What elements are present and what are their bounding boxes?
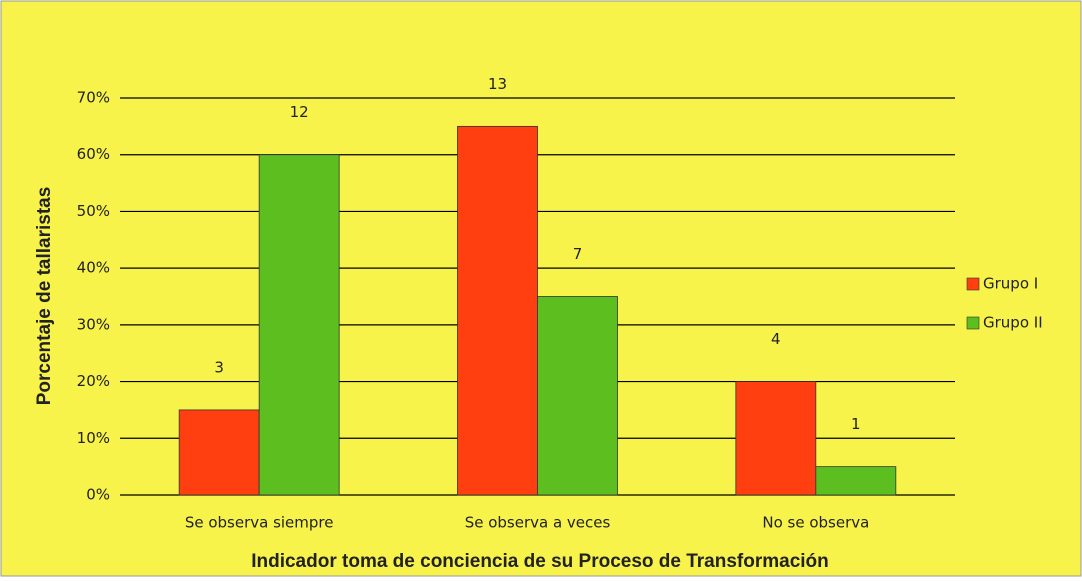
data-label: 12 xyxy=(290,103,309,121)
bar xyxy=(735,381,817,496)
legend-swatch xyxy=(966,316,980,330)
legend-label: Grupo II xyxy=(983,314,1043,332)
x-tick-label: Se observa siempre xyxy=(185,514,334,532)
y-tick-label: 40% xyxy=(77,259,110,277)
bar xyxy=(457,125,538,496)
legend-swatch xyxy=(966,277,980,291)
x-tick-label: No se observa xyxy=(762,514,869,532)
data-label: 3 xyxy=(214,358,224,376)
x-axis-title: Indicador toma de conciencia de su Proce… xyxy=(251,551,829,572)
legend-label: Grupo I xyxy=(983,275,1038,293)
data-label: 7 xyxy=(573,245,583,263)
y-tick-label: 0% xyxy=(86,486,110,504)
y-tick-label: 10% xyxy=(77,429,110,447)
bar xyxy=(537,296,618,496)
y-axis-title: Porcentaje de tallaristas xyxy=(34,187,55,406)
data-label: 1 xyxy=(851,415,861,433)
data-label: 13 xyxy=(488,75,507,93)
y-tick-label: 60% xyxy=(77,145,110,163)
bar xyxy=(258,154,340,496)
y-tick-label: 30% xyxy=(77,315,110,333)
bar xyxy=(815,466,897,496)
x-tick-label: Se observa a veces xyxy=(465,514,611,532)
data-label: 4 xyxy=(771,330,781,348)
y-tick-label: 20% xyxy=(77,372,110,390)
y-tick-label: 50% xyxy=(77,202,110,220)
bar xyxy=(178,409,260,496)
y-tick-label: 70% xyxy=(77,89,110,107)
